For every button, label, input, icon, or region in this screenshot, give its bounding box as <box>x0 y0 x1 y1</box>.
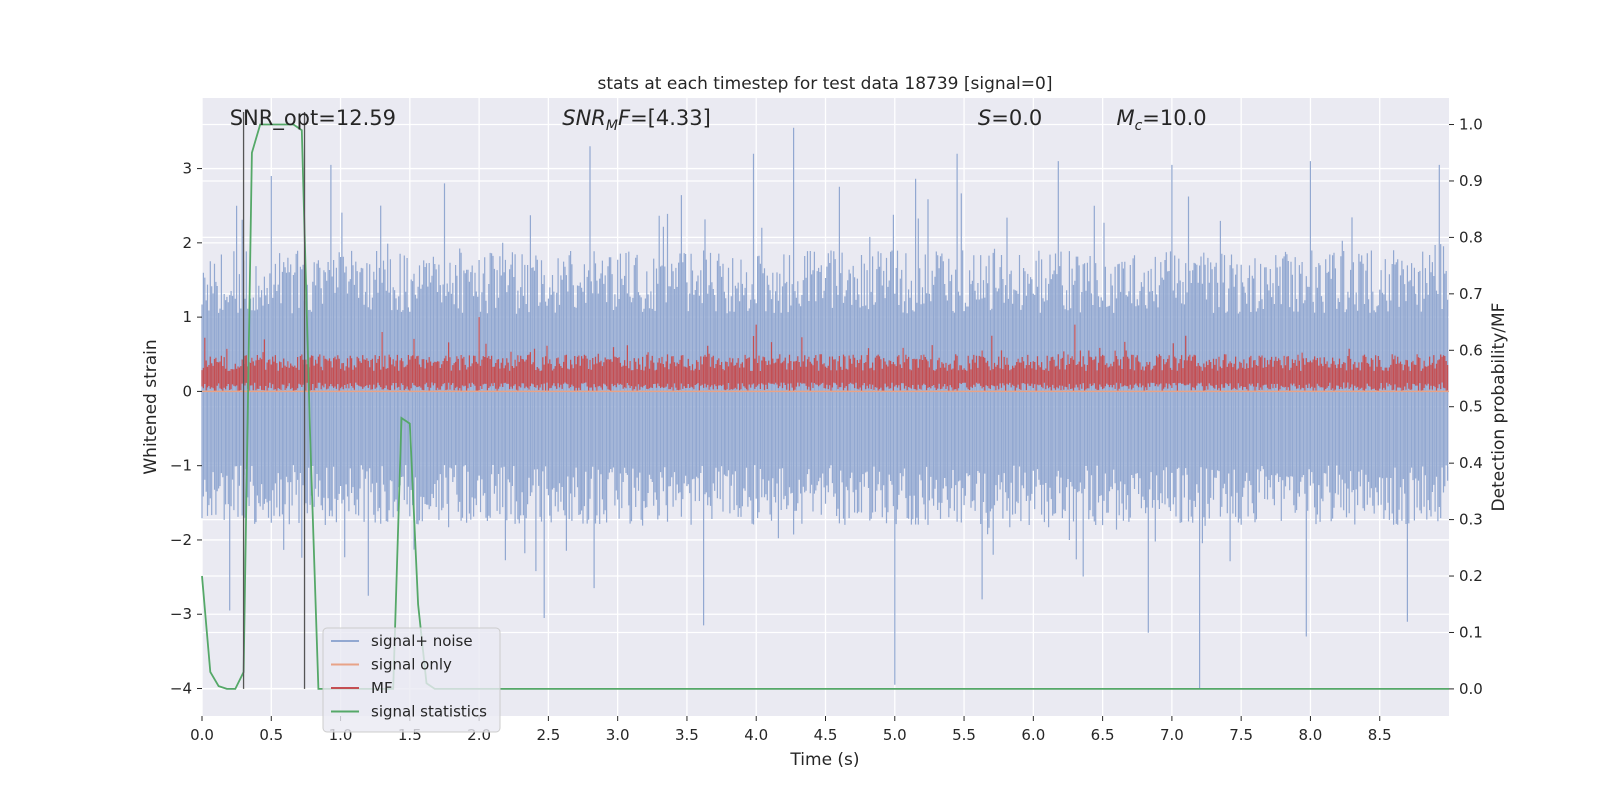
x-tick-label: 4.5 <box>814 726 838 744</box>
x-tick-label: 7.5 <box>1229 726 1253 744</box>
y-axis-left: −4 −3 −2 −1 0 1 2 3 <box>170 160 202 698</box>
y-right-tick-label: 0.6 <box>1459 341 1483 359</box>
x-axis: 0.0 0.5 1.0 1.5 2.0 2.5 3.0 3.5 4.0 4.5 5.0 5.5 6.0 6… <box>190 716 1392 744</box>
x-tick-label: 8.5 <box>1368 726 1392 744</box>
series-line <box>201 317 1449 392</box>
legend-label: signal only <box>371 656 452 674</box>
y-right-tick-label: 0.9 <box>1459 172 1483 190</box>
annotation-snr-opt: SNR_opt=12.59 <box>230 106 396 131</box>
y-right-tick-label: 0.0 <box>1459 680 1483 698</box>
legend-box <box>322 627 501 733</box>
x-tick-label: 2.5 <box>536 726 560 744</box>
y-right-tick-label: 0.4 <box>1459 454 1483 472</box>
annotation-s: S=0.0 <box>978 106 1042 130</box>
x-tick-label: 6.5 <box>1091 726 1115 744</box>
y-right-tick-label: 0.7 <box>1459 285 1483 303</box>
y-axis-right-label: Detection probability/MF <box>1489 303 1509 512</box>
x-tick-label: 8.0 <box>1299 726 1323 744</box>
x-axis-label: Time (s) <box>789 750 859 770</box>
y-tick-label: −4 <box>170 680 192 698</box>
x-tick-label: 0.5 <box>259 726 283 744</box>
x-tick-label: 4.0 <box>744 726 768 744</box>
legend: signal+ noise signal only MF signal statist… <box>322 627 501 733</box>
y-tick-label: 0 <box>182 382 192 400</box>
x-tick-label: 6.0 <box>1021 726 1045 744</box>
y-tick-label: 2 <box>182 234 192 252</box>
series-mf <box>201 317 1449 392</box>
y-tick-label: 3 <box>182 160 192 178</box>
y-tick-label: −3 <box>170 605 192 623</box>
y-right-tick-label: 1.0 <box>1459 116 1483 134</box>
y-tick-label: 1 <box>182 308 192 326</box>
x-tick-label: 3.0 <box>606 726 630 744</box>
y-tick-label: −2 <box>170 531 192 549</box>
y-right-tick-label: 0.1 <box>1459 623 1483 641</box>
y-right-tick-label: 0.3 <box>1459 511 1483 529</box>
annotation-snr-mf: SNRMF=[4.33] <box>562 106 711 134</box>
y-right-tick-label: 0.2 <box>1459 567 1483 585</box>
x-tick-label: 0.0 <box>190 726 214 744</box>
x-tick-label: 7.0 <box>1160 726 1184 744</box>
x-tick-label: 5.0 <box>883 726 907 744</box>
y-right-tick-label: 0.8 <box>1459 228 1483 246</box>
y-axis-label: Whitened strain <box>141 339 161 474</box>
y-tick-label: −1 <box>170 457 192 475</box>
legend-label: MF <box>371 679 393 697</box>
vertical-markers <box>242 112 306 689</box>
x-tick-label: 5.5 <box>952 726 976 744</box>
legend-label: signal+ noise <box>371 632 473 650</box>
legend-label: signal statistics <box>371 703 487 721</box>
chart-title: stats at each timestep for test data 187… <box>598 74 1053 94</box>
y-right-tick-label: 0.5 <box>1459 398 1483 416</box>
annotations: SNR_opt=12.59 SNRMF=[4.33] S=0.0 Mc=10.0 <box>230 106 1207 134</box>
x-tick-label: 3.5 <box>675 726 699 744</box>
annotation-mc: Mc=10.0 <box>1116 106 1206 134</box>
y-axis-right: 0.0 0.1 0.2 0.3 0.4 0.5 0.6 0.7 0.8 0.9 1.0 <box>1449 116 1483 698</box>
